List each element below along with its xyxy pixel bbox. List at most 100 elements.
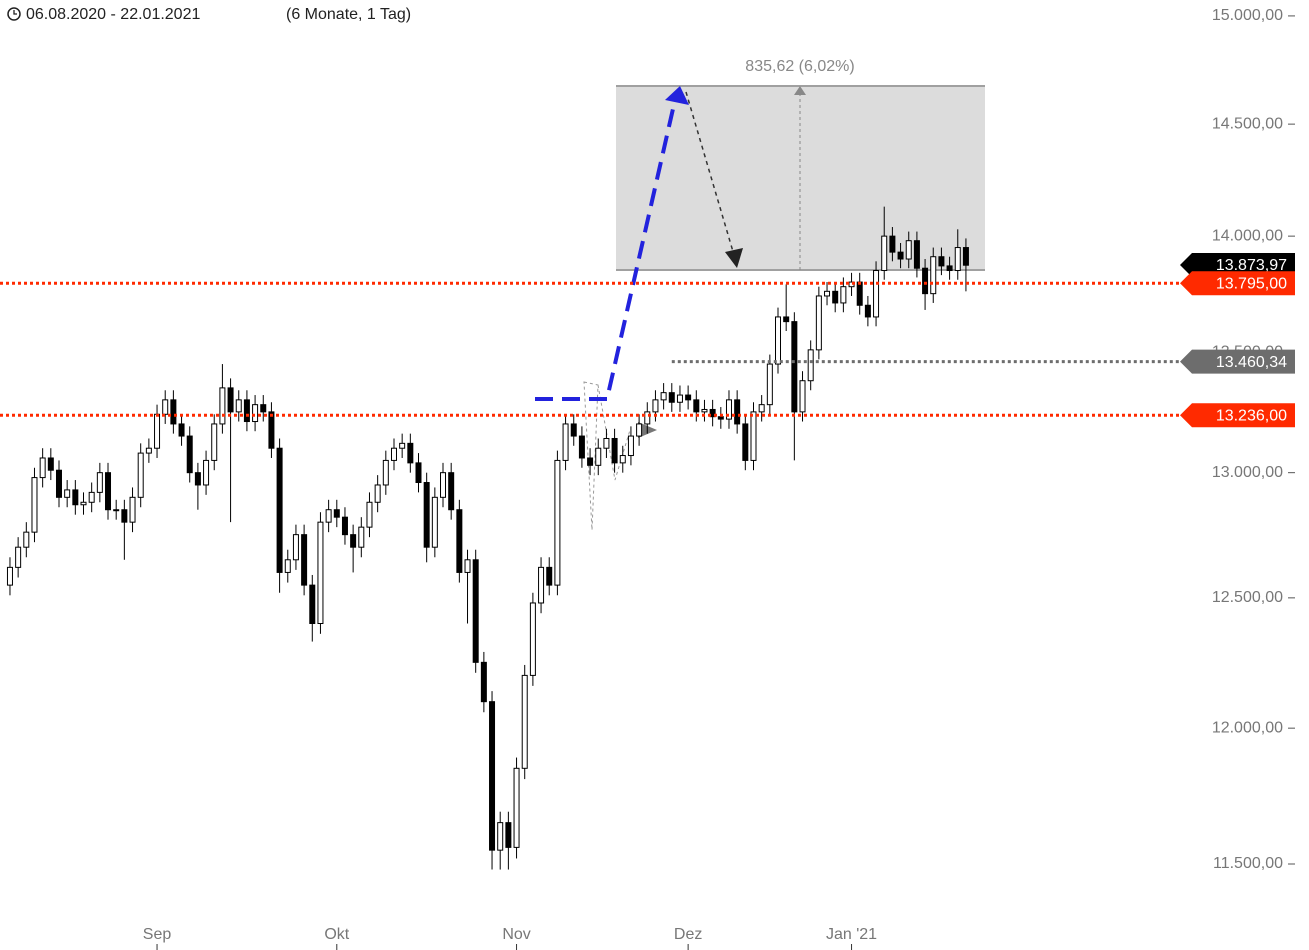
candle-body — [840, 286, 847, 304]
candle-body — [333, 509, 340, 518]
candle-body — [554, 459, 561, 586]
candle-body — [472, 559, 479, 663]
candle-body — [824, 290, 831, 297]
candle-body — [799, 380, 806, 413]
candle-body — [766, 363, 773, 406]
candle-body — [946, 265, 953, 272]
duration: (6 Monate, 1 Tag) — [286, 6, 411, 23]
candle-body — [31, 477, 38, 533]
candle-body — [954, 247, 961, 272]
candle-body — [219, 387, 226, 425]
candle-body — [301, 534, 308, 586]
date-range: 06.08.2020 - 22.01.2021 — [26, 6, 200, 23]
candle-body — [562, 423, 569, 461]
x-tick-label: Sep — [143, 926, 172, 943]
candle-body — [881, 235, 888, 272]
candle-body — [47, 457, 54, 471]
candle-body — [358, 526, 365, 548]
price-tag — [1180, 252, 1295, 277]
candle-body — [685, 394, 692, 401]
candle-body — [399, 442, 406, 449]
y-tick-label: 13.000,00 — [1212, 464, 1283, 481]
candle-body — [105, 472, 112, 511]
candle-body — [341, 516, 348, 536]
candle-body — [930, 256, 937, 295]
candle-body — [627, 435, 634, 457]
candle-body — [644, 411, 651, 425]
candle-body — [15, 546, 22, 568]
candle-body — [268, 411, 275, 449]
x-tick-label: Nov — [502, 926, 530, 943]
candle-body — [513, 767, 520, 848]
candle-body — [113, 509, 120, 512]
candle-body — [775, 316, 782, 365]
candle-body — [80, 501, 87, 506]
candle-body — [366, 501, 373, 528]
candle-body — [717, 416, 724, 420]
candle-body — [456, 509, 463, 573]
candle-body — [489, 701, 496, 851]
pattern-lines — [583, 381, 631, 531]
candle-body — [734, 399, 741, 425]
candle-body — [750, 411, 757, 461]
candle-body — [783, 316, 790, 323]
candle-body — [440, 472, 447, 498]
y-tick-label: 12.000,00 — [1212, 719, 1283, 736]
candle-body — [595, 447, 602, 466]
candle-body — [636, 423, 643, 437]
candle-body — [317, 521, 324, 624]
candle-body — [611, 437, 618, 464]
candle-body — [88, 491, 95, 503]
header: 06.08.2020 - 22.01.2021 (6 Monate, 1 Tag… — [7, 6, 411, 23]
candle-body — [701, 408, 708, 413]
y-tick-label: 11.500,00 — [1213, 855, 1283, 872]
candle-body — [497, 822, 504, 851]
candle-body — [905, 240, 912, 260]
candle-body — [309, 584, 316, 624]
price-tag — [1180, 271, 1295, 296]
candle-body — [587, 457, 594, 466]
candle-body — [619, 455, 626, 464]
candle-body — [276, 447, 283, 573]
candle-body — [538, 566, 545, 604]
candle-body — [922, 267, 929, 295]
candle-body — [521, 674, 528, 769]
x-tick-label: Dez — [674, 926, 702, 943]
candle-body — [873, 270, 880, 318]
y-tick-label: 14.000,00 — [1212, 227, 1283, 244]
candle-body — [889, 235, 896, 253]
candle-body — [652, 399, 659, 413]
candle-body — [23, 531, 30, 548]
drawings: 835,62 (6,02%) — [535, 58, 985, 531]
x-tick-label: Okt — [324, 926, 349, 943]
candle-body — [603, 437, 610, 449]
clock-icon — [7, 7, 21, 21]
price-tag-label: 13.460,34 — [1216, 354, 1287, 371]
measure-label: 835,62 (6,02%) — [745, 58, 854, 75]
candle-body — [96, 472, 103, 493]
candle-body — [350, 534, 357, 548]
candle-body — [292, 534, 299, 561]
candle-body — [72, 489, 79, 506]
candle-body — [668, 392, 675, 403]
candle-body — [374, 484, 381, 503]
candle-body — [203, 459, 210, 486]
candle-body — [154, 413, 161, 449]
candle-body — [660, 392, 667, 401]
candle-body — [39, 457, 46, 479]
candle-body — [325, 509, 332, 523]
candle-body — [137, 452, 144, 498]
candle-body — [390, 447, 397, 461]
candle-body — [546, 566, 553, 586]
candle-body — [260, 404, 267, 413]
candle-body — [55, 469, 62, 498]
candle-body — [864, 304, 871, 318]
candle-body — [897, 251, 904, 260]
candle-body — [709, 408, 716, 418]
candle-body — [448, 472, 455, 511]
candle-body — [431, 496, 438, 548]
price-tag — [1180, 403, 1295, 428]
candle-body — [227, 387, 234, 413]
candle-body — [129, 496, 136, 523]
candle-body — [791, 321, 798, 413]
